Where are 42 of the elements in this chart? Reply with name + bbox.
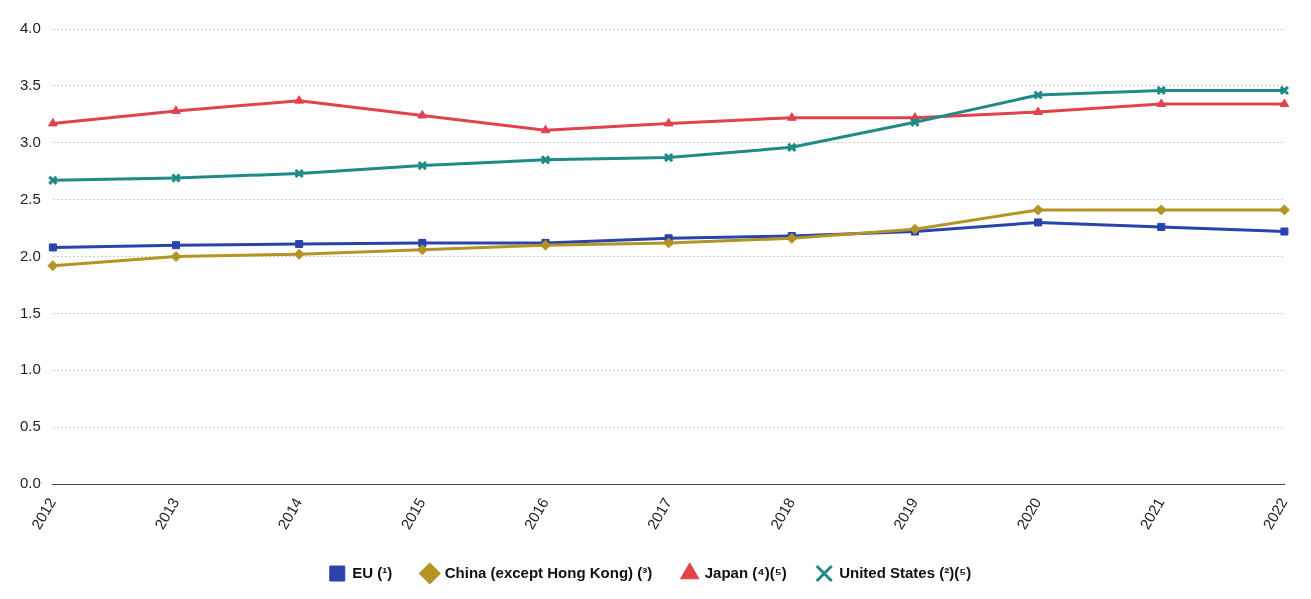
y-tick-label: 3.0 [19,132,41,150]
point [1034,218,1043,227]
point [1280,227,1289,236]
y-tick-label: 0.5 [19,417,41,435]
y-tick-label: 1.0 [19,360,41,378]
point [294,95,304,104]
point [1033,89,1044,101]
legend-label: Japan (⁴)(⁵) [704,563,787,581]
y-tick-label: 1.5 [19,303,41,321]
y-tick-label: 0.0 [19,474,41,492]
point [48,117,58,127]
point [1156,85,1167,96]
point [171,241,181,250]
point [294,168,305,179]
point [170,251,182,263]
point [295,240,304,249]
y-tick-label: 3.5 [19,76,41,94]
point [1033,106,1043,116]
y-tick-label: 4.0 [19,19,41,37]
point [171,105,181,114]
point [909,223,921,235]
point [786,142,797,153]
y-tick-label: 2.0 [19,246,41,264]
point [909,117,920,128]
point [786,112,797,121]
point [417,160,428,171]
point [170,173,182,184]
legend-label: China (except Hong Kong) (³) [444,563,653,581]
point [1032,204,1044,216]
point [540,124,551,134]
legend-label: United States (²)(⁵) [839,563,972,581]
point [417,109,428,119]
legend-label: EU (¹) [352,563,393,581]
point [47,260,59,272]
point [48,243,57,252]
point [1157,222,1166,232]
point [540,154,551,165]
point [663,117,674,127]
point [1279,98,1290,108]
point [1156,98,1167,108]
y-tick-label: 2.5 [19,189,41,207]
point [663,152,674,163]
